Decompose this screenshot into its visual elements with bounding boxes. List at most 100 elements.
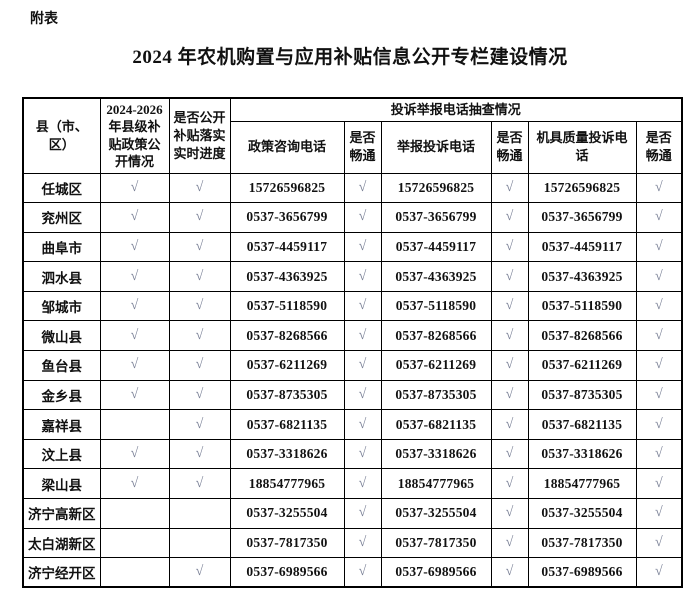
- policy-open-check-cell: √: [99, 172, 170, 204]
- report-smooth-check-cell: √: [490, 379, 529, 411]
- report-phone-cell: 15726596825: [380, 172, 492, 204]
- policy-open-check-cell: √: [99, 320, 170, 352]
- table-body: 任城区 √ √ 15726596825 √ 15726596825 √ 15726596825…: [22, 172, 683, 588]
- policy-open-check-cell: √: [99, 438, 170, 470]
- report-smooth-check-cell: √: [490, 202, 529, 233]
- policy-phone-cell: 15726596825: [229, 172, 345, 204]
- policy-open-check-cell: √: [99, 261, 170, 292]
- header-smooth-1: 是否畅通: [343, 120, 382, 174]
- report-phone-cell: 0537-8735305: [380, 379, 492, 411]
- report-phone-cell: 0537-3318626: [380, 438, 492, 470]
- table-row: 曲阜市 √ √ 0537-4459117 √ 0537-4459117 √ 0537-4459…: [22, 231, 683, 263]
- policy-open-check-cell: √: [99, 231, 170, 263]
- header-policy-open: 2024-2026年县级补贴政策公开情况: [99, 97, 170, 174]
- policy-phone-cell: 18854777965: [229, 468, 345, 500]
- report-phone-cell: 0537-6821135: [380, 409, 492, 440]
- policy-open-check-cell: [99, 557, 170, 588]
- policy-smooth-check-cell: √: [343, 557, 382, 588]
- quality-smooth-check-cell: √: [635, 261, 683, 292]
- report-smooth-check-cell: √: [490, 231, 529, 263]
- realtime-check-cell: √: [168, 231, 231, 263]
- report-smooth-check-cell: √: [490, 498, 529, 529]
- quality-smooth-check-cell: √: [635, 379, 683, 411]
- county-cell: 任城区: [22, 172, 101, 204]
- realtime-check-cell: √: [168, 261, 231, 292]
- table-row: 太白湖新区 0537-7817350 √ 0537-7817350 √ 0537-7817…: [22, 527, 683, 559]
- report-smooth-check-cell: √: [490, 527, 529, 559]
- report-smooth-check-cell: √: [490, 320, 529, 352]
- policy-phone-cell: 0537-6821135: [229, 409, 345, 440]
- header-smooth-2: 是否畅通: [490, 120, 529, 174]
- policy-smooth-check-cell: √: [343, 231, 382, 263]
- realtime-check-cell: √: [168, 320, 231, 352]
- policy-open-check-cell: √: [99, 202, 170, 233]
- table-row: 邹城市 √ √ 0537-5118590 √ 0537-5118590 √ 0537-5118…: [22, 290, 683, 322]
- policy-smooth-check-cell: √: [343, 172, 382, 204]
- quality-phone-cell: 0537-7817350: [527, 527, 637, 559]
- policy-phone-cell: 0537-3656799: [229, 202, 345, 233]
- county-cell: 济宁经开区: [22, 557, 101, 588]
- quality-smooth-check-cell: √: [635, 409, 683, 440]
- county-cell: 汶上县: [22, 438, 101, 470]
- county-cell: 曲阜市: [22, 231, 101, 263]
- header-report-phone: 举报投诉电话: [380, 120, 492, 174]
- realtime-check-cell: √: [168, 557, 231, 588]
- quality-phone-cell: 0537-6821135: [527, 409, 637, 440]
- policy-smooth-check-cell: √: [343, 498, 382, 529]
- realtime-check-cell: [168, 498, 231, 529]
- table-row: 金乡县 √ √ 0537-8735305 √ 0537-8735305 √ 0537-8735…: [22, 379, 683, 411]
- county-cell: 梁山县: [22, 468, 101, 500]
- realtime-check-cell: √: [168, 350, 231, 381]
- policy-open-check-cell: [99, 409, 170, 440]
- quality-smooth-check-cell: √: [635, 557, 683, 588]
- report-smooth-check-cell: √: [490, 557, 529, 588]
- table-row: 嘉祥县 √ 0537-6821135 √ 0537-6821135 √ 0537-68211…: [22, 409, 683, 440]
- header-row-sub: 政策咨询电话 是否畅通 举报投诉电话 是否畅通 机具质量投诉电话 是否畅通: [23, 120, 683, 174]
- quality-phone-cell: 0537-3255504: [527, 498, 637, 529]
- quality-smooth-check-cell: √: [635, 202, 683, 233]
- report-smooth-check-cell: √: [490, 261, 529, 292]
- policy-phone-cell: 0537-4363925: [229, 261, 345, 292]
- table-row: 任城区 √ √ 15726596825 √ 15726596825 √ 15726596825…: [22, 172, 683, 204]
- report-smooth-check-cell: √: [490, 350, 529, 381]
- header-county: 县（市、区）: [22, 97, 101, 174]
- realtime-check-cell: [168, 527, 231, 559]
- page-title: 2024 年农机购置与应用补贴信息公开专栏建设情况: [132, 47, 568, 68]
- header-policy-phone: 政策咨询电话: [229, 120, 345, 174]
- report-smooth-check-cell: √: [490, 438, 529, 470]
- county-cell: 兖州区: [22, 202, 101, 233]
- policy-smooth-check-cell: √: [343, 290, 382, 322]
- report-phone-cell: 0537-6211269: [380, 350, 492, 381]
- policy-open-check-cell: √: [99, 290, 170, 322]
- policy-open-check-cell: √: [99, 468, 170, 500]
- realtime-check-cell: √: [168, 468, 231, 500]
- quality-phone-cell: 0537-6211269: [527, 350, 637, 381]
- quality-smooth-check-cell: √: [635, 468, 683, 500]
- policy-smooth-check-cell: √: [343, 527, 382, 559]
- header-phone-check-group: 投诉举报电话抽查情况: [229, 97, 683, 122]
- policy-smooth-check-cell: √: [343, 202, 382, 233]
- realtime-check-cell: √: [168, 172, 231, 204]
- policy-phone-cell: 0537-7817350: [229, 527, 345, 559]
- policy-smooth-check-cell: √: [343, 468, 382, 500]
- quality-phone-cell: 0537-6989566: [527, 557, 637, 588]
- county-cell: 太白湖新区: [22, 527, 101, 559]
- report-phone-cell: 0537-4363925: [380, 261, 492, 292]
- realtime-check-cell: √: [168, 290, 231, 322]
- county-cell: 泗水县: [22, 261, 101, 292]
- subsidy-info-table: 县（市、区） 2024-2026年县级补贴政策公开情况 是否公开补贴落实实时进度…: [22, 97, 684, 589]
- header-quality-phone: 机具质量投诉电话: [527, 120, 637, 174]
- table-row: 汶上县 √ √ 0537-3318626 √ 0537-3318626 √ 0537-3318…: [22, 438, 683, 470]
- quality-phone-cell: 0537-5118590: [527, 290, 637, 322]
- quality-phone-cell: 0537-3318626: [527, 438, 637, 470]
- county-cell: 鱼台县: [22, 350, 101, 381]
- report-phone-cell: 0537-3255504: [380, 498, 492, 529]
- table-row: 泗水县 √ √ 0537-4363925 √ 0537-4363925 √ 0537-4363…: [22, 261, 683, 292]
- quality-smooth-check-cell: √: [635, 172, 683, 204]
- quality-smooth-check-cell: √: [635, 231, 683, 263]
- realtime-check-cell: √: [168, 409, 231, 440]
- policy-open-check-cell: [99, 498, 170, 529]
- county-cell: 济宁高新区: [22, 498, 101, 529]
- policy-phone-cell: 0537-4459117: [229, 231, 345, 263]
- quality-phone-cell: 15726596825: [527, 172, 637, 204]
